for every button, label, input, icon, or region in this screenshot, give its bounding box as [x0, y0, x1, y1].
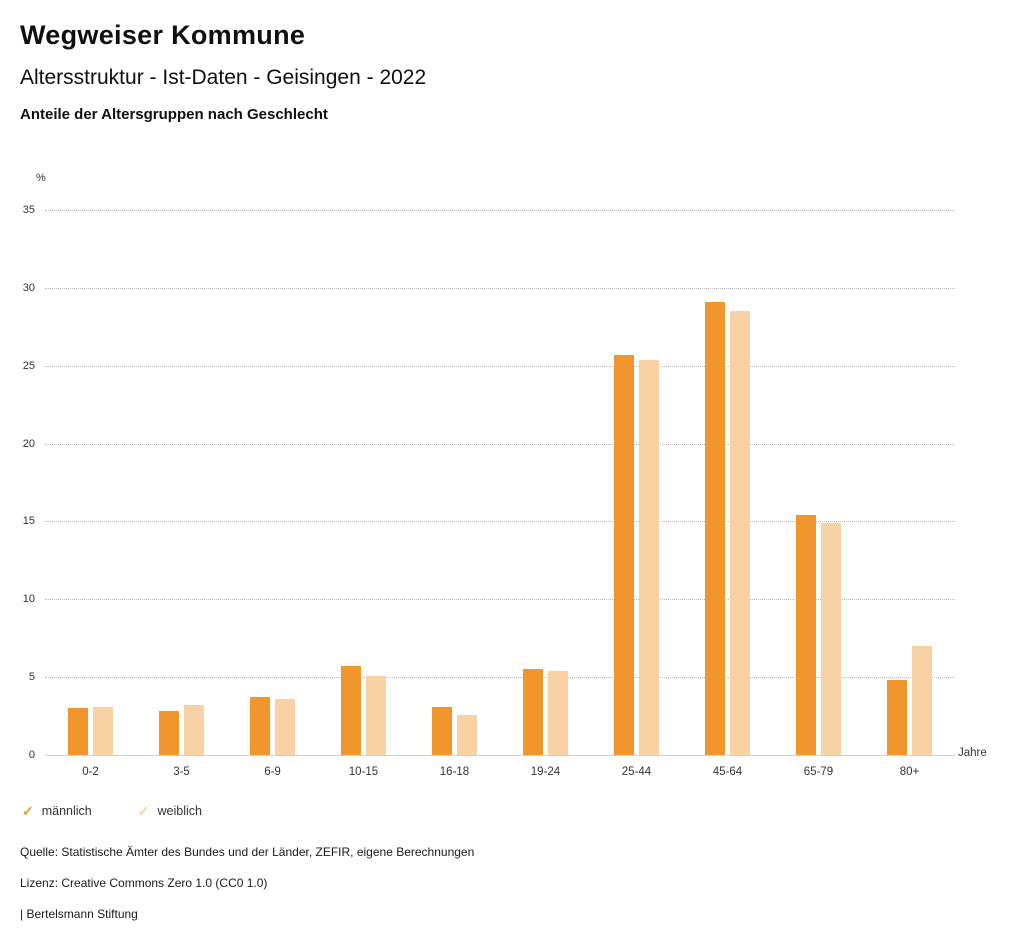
bar-männlich-80+	[887, 680, 907, 755]
bar-weiblich-6-9	[275, 698, 295, 755]
bar-group-6-9	[227, 210, 318, 755]
y-tick-label: 35	[22, 204, 35, 216]
bar-männlich-25-44	[614, 354, 634, 755]
x-tick-label: 65-79	[803, 766, 834, 778]
y-tick-label: 0	[28, 749, 35, 761]
bar-weiblich-65-79	[821, 523, 841, 755]
x-tick-label: 10-15	[348, 766, 379, 778]
bar-weiblich-3-5	[184, 705, 204, 755]
gridline	[45, 521, 955, 523]
bar-group-80+	[864, 210, 955, 755]
gridlines-layer	[45, 210, 955, 756]
bar-group-65-79	[773, 210, 864, 755]
x-axis-labels: 0-2 3-5 6-9 10-15 16-18 19-24 25-44 45-64 65-79 8…	[45, 766, 955, 778]
y-tick-label: 10	[22, 593, 35, 606]
x-tick-label: 19-24	[530, 766, 561, 778]
bar-männlich-3-5	[159, 711, 179, 755]
bar-group-25-44	[591, 210, 682, 755]
bar-männlich-0-2	[68, 708, 88, 755]
bar-weiblich-16-18	[457, 714, 477, 755]
legend-check-icon: ✓	[137, 803, 150, 819]
bar-group-0-2	[45, 210, 136, 755]
bar-weiblich-25-44	[639, 359, 659, 755]
gridline	[45, 210, 955, 211]
bar-weiblich-10-15	[366, 675, 386, 755]
chart-subtitle: Anteile der Altersgruppen nach Geschlech…	[20, 106, 328, 123]
bar-männlich-6-9	[250, 697, 270, 755]
x-axis-unit-label: Jahre	[958, 747, 987, 759]
bar-männlich-45-64	[705, 301, 725, 755]
legend-item-label: weiblich	[157, 804, 202, 818]
y-axis-unit-label: %	[36, 172, 46, 184]
x-tick-label: 3-5	[173, 766, 190, 778]
x-tick-label: 80+	[899, 766, 920, 778]
bar-group-19-24	[500, 210, 591, 755]
attribution-note: | Bertelsmann Stiftung	[20, 907, 138, 921]
bar-männlich-16-18	[432, 706, 452, 755]
y-tick-label: 5	[28, 671, 35, 684]
y-tick-label: 25	[22, 359, 35, 372]
y-tick-label: 30	[22, 281, 35, 294]
bar-männlich-10-15	[341, 666, 361, 755]
gridline	[45, 287, 955, 289]
bar-group-16-18	[409, 210, 500, 755]
gridline	[45, 443, 955, 445]
y-tick-label: 20	[22, 437, 35, 450]
x-tick-label: 45-64	[712, 766, 743, 778]
plot-area	[45, 210, 955, 755]
y-tick-label: 15	[22, 515, 35, 528]
legend: ✓ männlich ✓ weiblich	[22, 804, 202, 818]
source-note: Quelle: Statistische Ämter des Bundes un…	[20, 845, 475, 859]
bar-weiblich-0-2	[93, 706, 113, 755]
gridline	[45, 365, 955, 367]
bar-weiblich-45-64	[730, 311, 750, 755]
gridline	[45, 599, 955, 601]
x-tick-label: 6-9	[264, 766, 281, 778]
x-tick-label: 25-44	[621, 766, 652, 778]
page-title: Wegweiser Kommune	[20, 20, 306, 50]
legend-item-männlich[interactable]: ✓ männlich	[22, 804, 92, 818]
x-tick-label: 16-18	[439, 766, 470, 778]
x-axis-baseline	[45, 755, 955, 756]
license-note: Lizenz: Creative Commons Zero 1.0 (CC0 1…	[20, 876, 268, 890]
bar-group-45-64	[682, 210, 773, 755]
chart-title: Altersstruktur - Ist-Daten - Geisingen -…	[20, 66, 427, 89]
bar-group-10-15	[318, 210, 409, 755]
bar-männlich-65-79	[796, 515, 816, 755]
bar-weiblich-19-24	[548, 670, 568, 755]
y-axis-ticks: 0 5 10 15 20 25 30 35	[0, 204, 35, 761]
legend-check-icon: ✓	[22, 803, 34, 819]
x-tick-label: 0-2	[82, 766, 99, 778]
bar-group-3-5	[136, 210, 227, 755]
bar-weiblich-80+	[912, 646, 932, 755]
legend-item-weiblich[interactable]: ✓ weiblich	[138, 804, 202, 818]
legend-item-label: männlich	[41, 804, 92, 818]
bar-männlich-19-24	[523, 669, 543, 755]
gridline	[45, 677, 955, 679]
